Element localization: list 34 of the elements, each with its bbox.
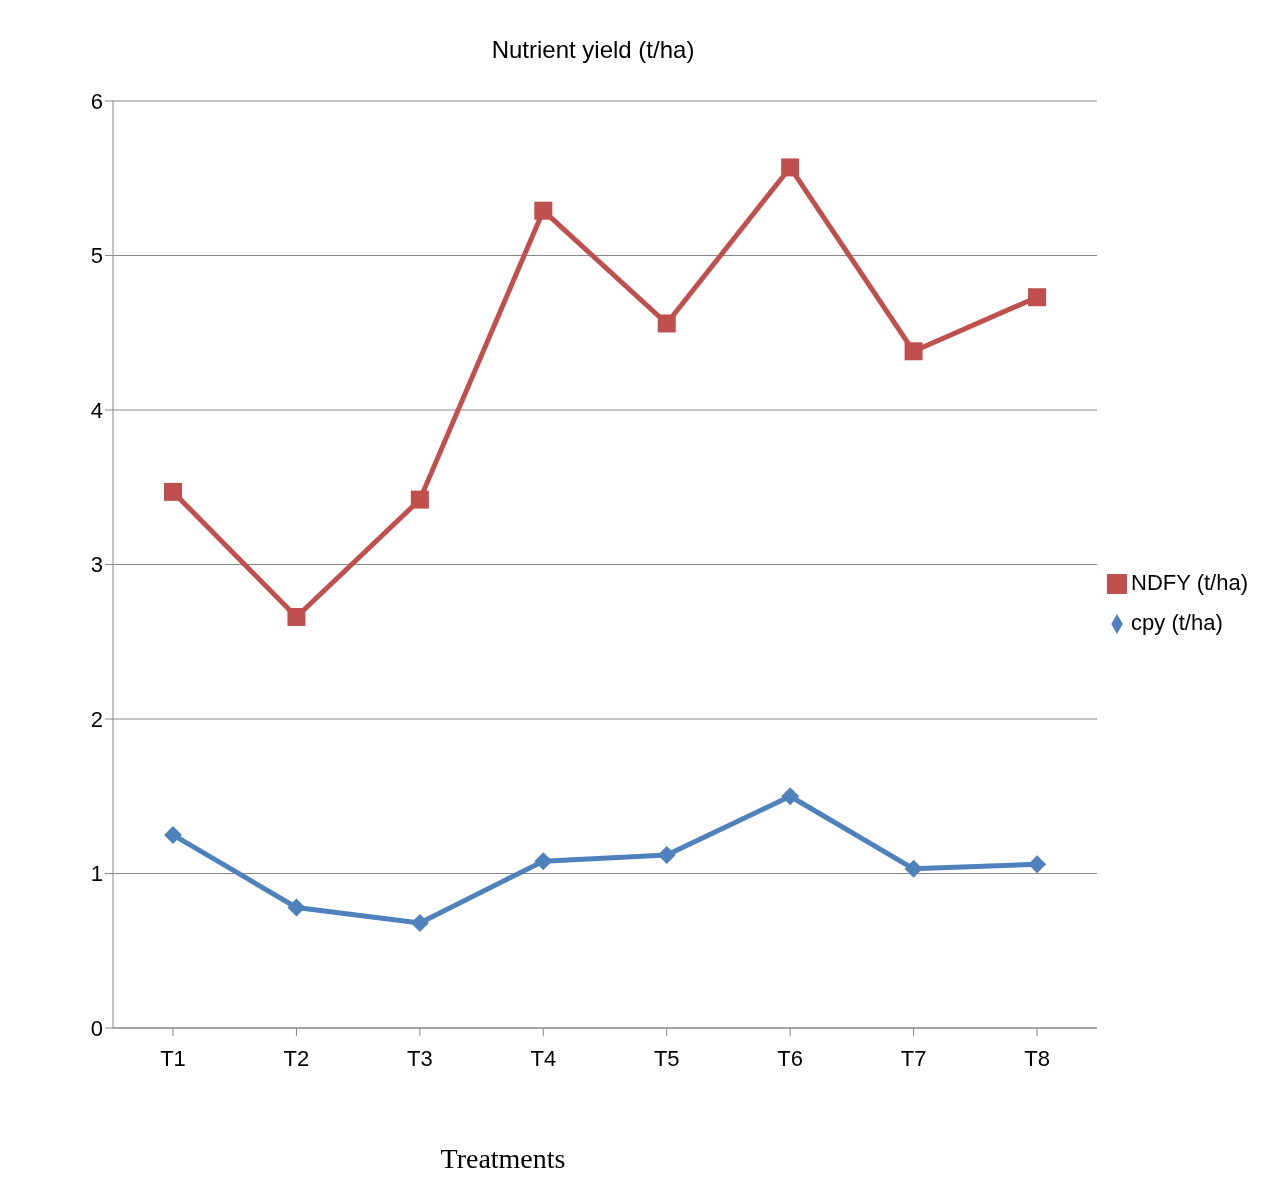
x-tick-label: T4 [530,1045,557,1071]
point [534,852,553,871]
x-tick-label: T8 [1024,1045,1050,1071]
x-axis-title: Treatments [439,1143,567,1175]
y-tick-label: 6 [90,88,103,114]
point [287,608,306,627]
point [534,201,553,220]
x-tick-label: T1 [160,1045,186,1071]
chart-title: Nutrient yield (t/ha) [490,36,696,64]
legend-label: cpy (t/ha) [1131,610,1223,635]
y-tick-label: 0 [90,1015,103,1041]
x-tick-label: T3 [407,1045,433,1071]
y-tick-label: 2 [90,706,103,732]
y-tick-label: 3 [90,552,103,578]
legend-label: NDFY (t/ha) [1131,570,1248,595]
point [164,482,182,501]
point [904,342,923,361]
point [781,158,800,177]
x-tick-label: T7 [900,1045,927,1071]
y-tick-label: 5 [90,243,103,269]
point [904,859,923,878]
point [657,314,676,333]
point [1028,855,1047,874]
point [164,825,182,844]
point [287,898,306,917]
point [410,913,429,932]
x-tick-label: T6 [777,1045,804,1071]
point [410,490,429,509]
x-tick-label: T2 [283,1045,310,1071]
x-tick-label: T5 [653,1045,680,1071]
y-tick-label: 4 [90,397,103,423]
y-tick-label: 1 [90,861,103,887]
point [781,787,800,806]
point [1028,288,1047,307]
